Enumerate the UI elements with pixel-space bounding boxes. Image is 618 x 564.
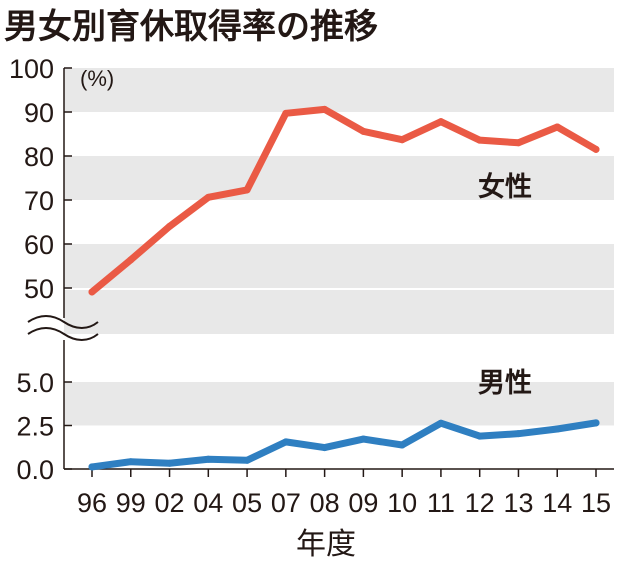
x-tick-label: 04	[193, 488, 223, 518]
data-point-male	[437, 419, 445, 427]
band-upper-2	[64, 244, 614, 288]
y-tick-label: 5.0	[16, 368, 54, 398]
y-tick-label: 2.5	[16, 412, 54, 442]
x-tick-label: 14	[542, 488, 572, 518]
chart-title: 男女別育休取得率の推移	[4, 7, 378, 47]
data-point-female	[476, 136, 484, 144]
x-tick-label: 13	[503, 488, 533, 518]
data-point-male	[359, 435, 367, 443]
x-tick-label: 12	[465, 488, 495, 518]
x-tick-label: 02	[155, 488, 185, 518]
break-wave-bottom	[27, 327, 99, 341]
data-point-female	[398, 136, 406, 144]
x-axis-title: 年度	[296, 527, 356, 562]
x-tick-label: 09	[348, 488, 378, 518]
data-point-male	[321, 444, 329, 452]
x-axis: 96 99 02 04 05 07 08 09 10 11 12 13 14 15	[64, 468, 614, 518]
y-tick-label: 70	[24, 186, 54, 216]
y-tick-label: 90	[24, 98, 54, 128]
x-tick-label: 99	[116, 488, 146, 518]
data-point-female	[127, 256, 135, 264]
break-wave-top	[27, 315, 99, 329]
data-point-male	[88, 463, 96, 471]
data-point-male	[166, 459, 174, 467]
data-point-female	[359, 127, 367, 135]
data-points	[88, 105, 600, 471]
data-point-male	[127, 458, 135, 466]
data-point-female	[204, 193, 212, 201]
data-point-female	[166, 222, 174, 230]
x-tick-label: 05	[232, 488, 262, 518]
axis-break-icon	[27, 315, 99, 341]
unit-label: (%)	[80, 66, 114, 91]
data-point-female	[553, 123, 561, 131]
data-point-female	[514, 139, 522, 147]
x-tick-label: 08	[310, 488, 340, 518]
band-upper-1	[64, 156, 614, 200]
data-point-female	[321, 105, 329, 113]
series-line-male	[88, 419, 600, 471]
x-tick-label: 15	[581, 488, 611, 518]
background-bands	[64, 68, 614, 426]
x-tick-label: 10	[387, 488, 417, 518]
x-tick-label: 11	[427, 488, 455, 518]
series-label-male: 男性	[478, 368, 532, 399]
data-point-male	[553, 425, 561, 433]
band-break	[64, 290, 614, 334]
data-point-male	[514, 430, 522, 438]
series-line-female	[88, 105, 600, 296]
data-point-female	[243, 186, 251, 194]
x-tick-label: 07	[271, 488, 301, 518]
x-tick-label: 96	[77, 488, 107, 518]
data-point-male	[592, 419, 600, 427]
data-point-male	[476, 432, 484, 440]
y-tick-label: 80	[24, 142, 54, 172]
band-upper-0	[64, 68, 614, 112]
series-label-female: 女性	[478, 171, 532, 203]
data-point-male	[243, 456, 251, 464]
data-point-male	[204, 455, 212, 463]
data-point-male	[282, 438, 290, 446]
y-tick-label: 60	[24, 230, 54, 260]
data-point-female	[282, 109, 290, 117]
y-tick-label: 100	[9, 54, 54, 84]
y-axis: 100 90 80 70 60 50 5.0 2.5 0.0	[9, 54, 72, 485]
data-point-female	[592, 145, 600, 153]
data-point-male	[398, 441, 406, 449]
y-tick-label: 50	[24, 274, 54, 304]
y-tick-label: 0.0	[16, 455, 54, 485]
data-point-female	[88, 288, 96, 296]
data-point-female	[437, 118, 445, 126]
band-lower-0	[64, 382, 614, 426]
